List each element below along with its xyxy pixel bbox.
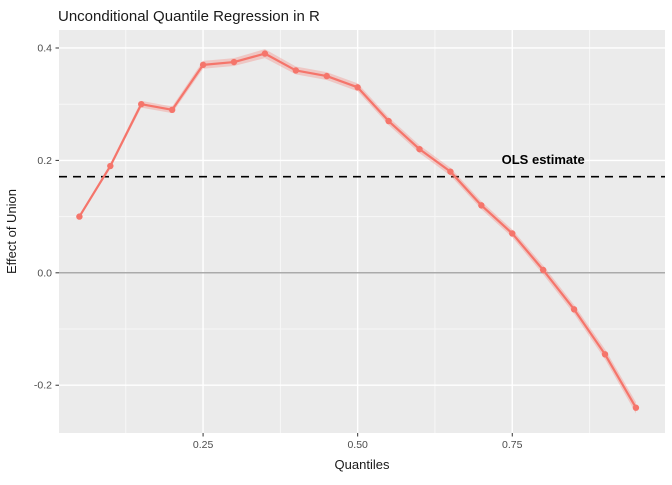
- x-tick-label: 0.75: [502, 439, 523, 451]
- data-point: [261, 50, 269, 57]
- data-point: [199, 61, 207, 69]
- data-point: [292, 67, 300, 74]
- data-point: [354, 84, 361, 91]
- y-tick-label: -0.2: [34, 380, 52, 392]
- reference-lines: [59, 175, 665, 274]
- data-point: [107, 162, 114, 170]
- data-point: [76, 213, 83, 220]
- data-point: [168, 106, 176, 114]
- y-axis-tick-labels: -0.2 0.0 0.2 0.4: [34, 42, 52, 391]
- axis-tick-marks: [55, 47, 513, 437]
- data-point: [447, 168, 454, 175]
- data-point: [601, 351, 609, 358]
- y-axis-title: Effect of Union: [4, 189, 19, 274]
- chart-title: Unconditional Quantile Regression in R: [58, 8, 320, 25]
- ols-estimate-annotation: OLS estimate: [502, 152, 585, 167]
- x-axis-title: Quantiles: [335, 457, 390, 472]
- x-tick-label: 0.25: [193, 439, 214, 451]
- minor-gridlines: [59, 30, 665, 433]
- data-point: [478, 202, 485, 209]
- plot-panel-background: [59, 30, 665, 433]
- data-point: [570, 306, 578, 313]
- data-point: [509, 230, 516, 237]
- data-point: [416, 145, 423, 153]
- data-point: [539, 266, 547, 274]
- data-point: [323, 72, 330, 80]
- data-point: [632, 404, 640, 411]
- data-point: [230, 58, 238, 66]
- data-point: [138, 100, 145, 108]
- x-axis-tick-labels: 0.25 0.50 0.75: [193, 439, 523, 451]
- y-tick-label: 0.2: [37, 155, 52, 167]
- x-tick-label: 0.50: [347, 439, 368, 451]
- y-tick-label: 0.4: [37, 42, 52, 54]
- data-point: [385, 117, 392, 125]
- y-tick-label: 0.0: [37, 267, 52, 279]
- data-points: [76, 50, 640, 411]
